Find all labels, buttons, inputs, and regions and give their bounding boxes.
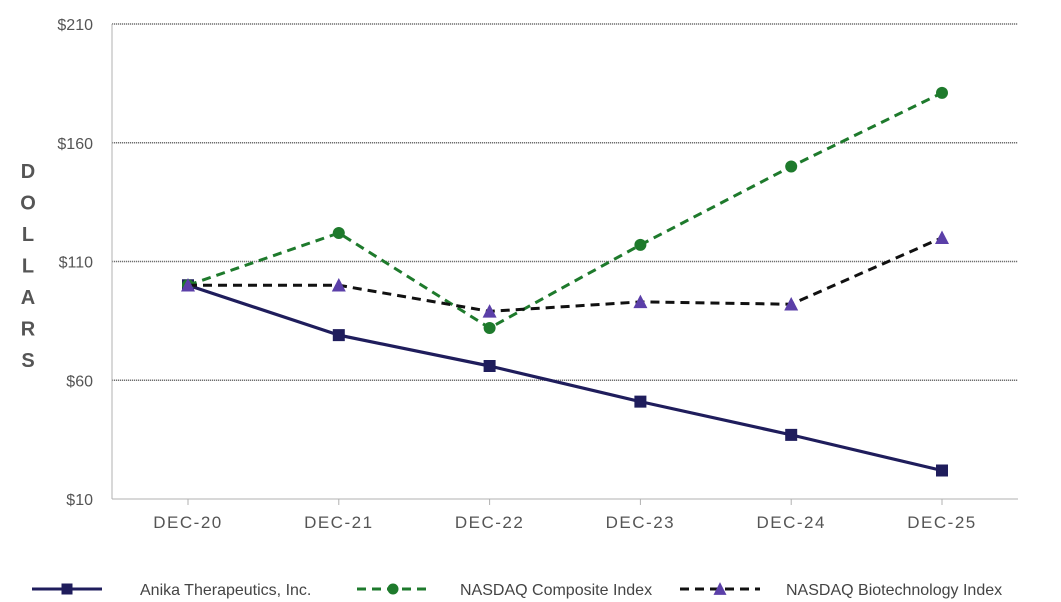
y-axis-label-letter: R: [21, 319, 36, 341]
axes: [111, 24, 1018, 505]
x-tick-labels: DEC-20 DEC-21 DEC-22 DEC-23 DEC-24 DEC-25: [153, 513, 976, 532]
series-2: [181, 230, 949, 318]
x-tick-label: DEC-21: [304, 513, 373, 532]
data-point-circle: [483, 322, 496, 334]
data-point-triangle: [713, 582, 727, 595]
x-tick-label: DEC-24: [756, 513, 825, 532]
data-point-circle: [332, 227, 345, 239]
y-tick-label: $160: [57, 136, 93, 153]
legend-item: NASDAQ Composite Index: [357, 582, 652, 599]
grid: [112, 23, 1018, 382]
x-tick-label: DEC-23: [606, 513, 675, 532]
y-axis-label-letter: S: [21, 350, 34, 372]
x-tick-label: DEC-22: [455, 513, 524, 532]
data-point-circle: [387, 583, 399, 595]
legend-item: Anika Therapeutics, Inc.: [32, 582, 311, 599]
data-point-circle: [936, 86, 948, 99]
data-point-triangle: [482, 304, 497, 318]
y-tick-label: $210: [57, 17, 93, 34]
data-point-triangle: [935, 230, 949, 245]
x-tick-label: DEC-25: [907, 513, 976, 532]
y-tick-label: $60: [66, 373, 93, 390]
data-point-triangle: [331, 277, 346, 292]
data-point-square: [332, 329, 345, 342]
y-axis-label-letter: D: [21, 161, 35, 183]
series-line: [187, 91, 943, 330]
data-point-triangle: [181, 277, 195, 292]
data-point-square: [634, 395, 647, 408]
y-tick-label: $110: [59, 255, 94, 272]
y-axis-label-letter: L: [22, 256, 34, 278]
data-point-triangle: [784, 296, 799, 311]
legend-label: Anika Therapeutics, Inc.: [140, 582, 311, 599]
data-point-square: [61, 583, 73, 595]
y-axis-label-letter: A: [21, 287, 35, 309]
series-line: [188, 236, 943, 313]
y-axis-label-letter: L: [22, 224, 34, 246]
data-point-square: [483, 360, 496, 372]
data-point-triangle: [633, 294, 648, 309]
series-1: [182, 86, 948, 334]
y-axis-label-letter: O: [20, 193, 36, 215]
y-tick-labels: $10 $60 $110 $160 $210: [57, 17, 93, 509]
data-point-circle: [634, 238, 647, 251]
legend: Anika Therapeutics, Inc. NASDAQ Composite…: [32, 582, 1002, 599]
y-tick-label: $10: [66, 492, 93, 509]
legend-label: NASDAQ Biotechnology Index: [786, 582, 1002, 599]
data-point-square: [936, 464, 948, 477]
series-0: [182, 279, 948, 477]
legend-label: NASDAQ Composite Index: [460, 582, 652, 599]
series: [181, 86, 949, 477]
data-point-circle: [785, 160, 798, 173]
legend-item: NASDAQ Biotechnology Index: [680, 582, 1002, 599]
series-line: [187, 283, 943, 473]
data-point-square: [785, 428, 798, 441]
x-tick-label: DEC-20: [153, 513, 222, 532]
